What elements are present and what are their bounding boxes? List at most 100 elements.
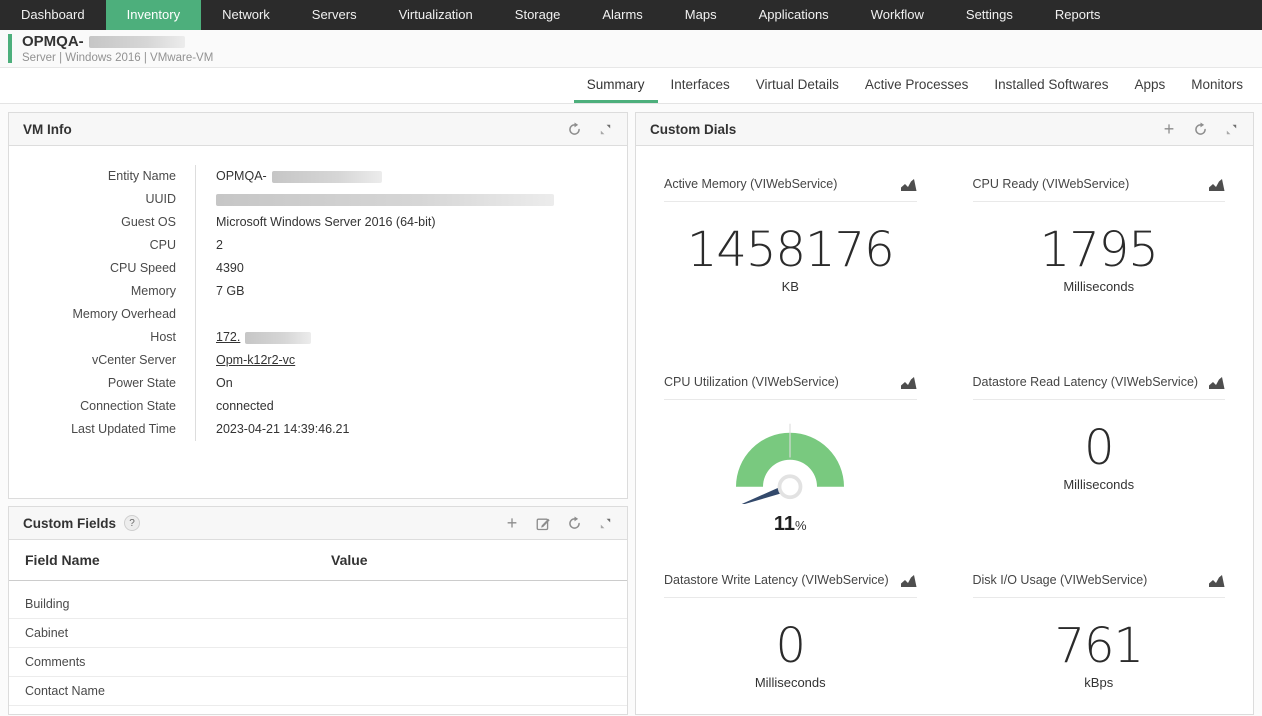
vm-info-label: CPU Speed xyxy=(109,261,176,275)
dial-cpu-ready: CPU Ready (VIWebService) 1795 Millisecon… xyxy=(945,146,1254,344)
nav-item-settings[interactable]: Settings xyxy=(965,7,1013,22)
vm-info-label: Host xyxy=(150,330,176,344)
custom-field-row[interactable]: Building xyxy=(9,590,627,619)
nav-item-inventory[interactable]: Inventory xyxy=(105,0,202,30)
tab-bar: Summary Interfaces Virtual Details Activ… xyxy=(0,68,1262,104)
dial-value: 761 xyxy=(1054,618,1144,674)
vm-info-panel: VM Info Entity Name OPMQA- UUI xyxy=(8,112,628,499)
vm-info-label: Guest OS xyxy=(121,215,176,229)
dial-title: Datastore Read Latency (VIWebService) xyxy=(972,375,1199,389)
nav-item-storage[interactable]: Storage xyxy=(514,7,561,22)
cpu-utilization-gauge xyxy=(736,423,845,507)
column-header-field-name: Field Name xyxy=(25,552,100,568)
area-chart-icon[interactable] xyxy=(1209,176,1225,192)
vm-info-label: Memory xyxy=(130,284,176,298)
vm-info-header: VM Info xyxy=(9,113,627,146)
custom-field-row[interactable]: Comments xyxy=(9,648,627,677)
vm-info-label: CPU xyxy=(149,238,176,252)
dial-active-memory: Active Memory (VIWebService) 1458176 KB xyxy=(636,146,945,344)
vm-info-value: On xyxy=(195,372,627,395)
host-link[interactable]: 172. xyxy=(216,330,241,344)
collapse-icon[interactable] xyxy=(597,121,613,137)
refresh-icon[interactable] xyxy=(566,515,582,531)
tab-monitors[interactable]: Monitors xyxy=(1191,77,1243,92)
refresh-icon[interactable] xyxy=(1192,121,1208,137)
dial-datastore-read-latency: Datastore Read Latency (VIWebService) 0 … xyxy=(945,344,1254,542)
redacted-text xyxy=(216,193,554,206)
top-nav: Dashboard Inventory Network Servers Virt… xyxy=(0,0,1262,30)
dial-title: CPU Ready (VIWebService) xyxy=(972,177,1130,191)
vm-info-label: UUID xyxy=(145,192,176,206)
edit-icon[interactable] xyxy=(535,515,551,531)
vm-info-value: Opm-k12r2-vc xyxy=(195,349,627,372)
nav-item-reports[interactable]: Reports xyxy=(1054,7,1101,22)
vm-info-label: Memory Overhead xyxy=(72,307,176,321)
dial-value: 0 xyxy=(1083,420,1115,476)
area-chart-icon[interactable] xyxy=(900,374,917,390)
dial-title: Datastore Write Latency (VIWebService) xyxy=(664,573,889,587)
redacted-text xyxy=(88,35,185,48)
vm-info-value: 2 xyxy=(195,234,627,257)
device-header: OPMQA- Server | Windows 2016 | VMware-VM xyxy=(0,30,1262,68)
dial-value: 1458176 xyxy=(686,222,895,278)
device-title: OPMQA- xyxy=(22,33,213,50)
help-icon[interactable]: ? xyxy=(124,515,141,531)
collapse-icon[interactable] xyxy=(1223,121,1239,137)
vm-info-value: 7 GB xyxy=(195,280,627,303)
dial-unit: Milliseconds xyxy=(1063,279,1135,294)
custom-fields-table-header: Field Name Value xyxy=(9,540,627,581)
custom-fields-title: Custom Fields xyxy=(23,515,117,531)
nav-item-virtualization[interactable]: Virtualization xyxy=(398,7,473,22)
vm-info-value: OPMQA- xyxy=(195,165,627,188)
device-subtitle: Server | Windows 2016 | VMware-VM xyxy=(22,51,214,64)
vm-info-label: Last Updated Time xyxy=(71,422,176,436)
dial-title: Disk I/O Usage (VIWebService) xyxy=(972,573,1148,587)
area-chart-icon[interactable] xyxy=(900,176,917,192)
tab-installed-softwares[interactable]: Installed Softwares xyxy=(994,77,1109,92)
dial-unit: kBps xyxy=(1084,675,1114,690)
custom-field-row[interactable]: Contact Name xyxy=(9,677,627,706)
gauge-percent: 11% xyxy=(773,513,807,535)
tab-interfaces[interactable]: Interfaces xyxy=(670,77,730,92)
refresh-icon[interactable] xyxy=(566,121,582,137)
vm-info-label: vCenter Server xyxy=(91,353,176,367)
custom-dials-title: Custom Dials xyxy=(650,121,737,137)
dial-disk-io-usage: Disk I/O Usage (VIWebService) 761 kBps xyxy=(945,542,1254,714)
add-icon[interactable]: + xyxy=(1163,119,1175,139)
nav-item-dashboard[interactable]: Dashboard xyxy=(21,7,85,22)
vcenter-link[interactable]: Opm-k12r2-vc xyxy=(216,353,296,367)
custom-field-row[interactable]: Cabinet xyxy=(9,619,627,648)
column-header-value: Value xyxy=(331,552,368,568)
tab-summary[interactable]: Summary xyxy=(573,69,658,103)
vm-info-value: 2023-04-21 14:39:46.21 xyxy=(195,418,627,441)
dial-value: 0 xyxy=(775,618,806,674)
area-chart-icon[interactable] xyxy=(900,572,917,588)
accent-bar xyxy=(8,34,12,63)
nav-item-alarms[interactable]: Alarms xyxy=(602,7,643,22)
vm-info-label: Connection State xyxy=(80,399,176,413)
vm-info-value: Microsoft Windows Server 2016 (64-bit) xyxy=(195,211,627,234)
vm-info-value xyxy=(195,303,627,326)
custom-dials-panel: Custom Dials + A xyxy=(635,112,1254,715)
tab-apps[interactable]: Apps xyxy=(1134,77,1166,92)
tab-active-processes[interactable]: Active Processes xyxy=(864,77,969,92)
area-chart-icon[interactable] xyxy=(1209,572,1225,588)
collapse-icon[interactable] xyxy=(597,515,613,531)
tab-virtual-details[interactable]: Virtual Details xyxy=(755,77,839,92)
vm-info-label: Power State xyxy=(107,376,176,390)
add-icon[interactable]: + xyxy=(506,513,518,533)
area-chart-icon[interactable] xyxy=(1209,374,1225,390)
nav-item-servers[interactable]: Servers xyxy=(311,7,357,22)
dial-unit: KB xyxy=(781,279,799,294)
nav-item-applications[interactable]: Applications xyxy=(758,7,829,22)
dial-unit: Milliseconds xyxy=(754,675,826,690)
custom-fields-panel: Custom Fields ? + xyxy=(8,506,628,715)
vm-info-value: 172. xyxy=(195,326,627,349)
vm-info-title: VM Info xyxy=(23,121,72,137)
nav-item-maps[interactable]: Maps xyxy=(684,7,717,22)
custom-dials-header: Custom Dials + xyxy=(636,113,1253,146)
nav-item-network[interactable]: Network xyxy=(222,7,270,22)
nav-item-workflow[interactable]: Workflow xyxy=(870,7,924,22)
vm-info-label: Entity Name xyxy=(107,169,176,183)
